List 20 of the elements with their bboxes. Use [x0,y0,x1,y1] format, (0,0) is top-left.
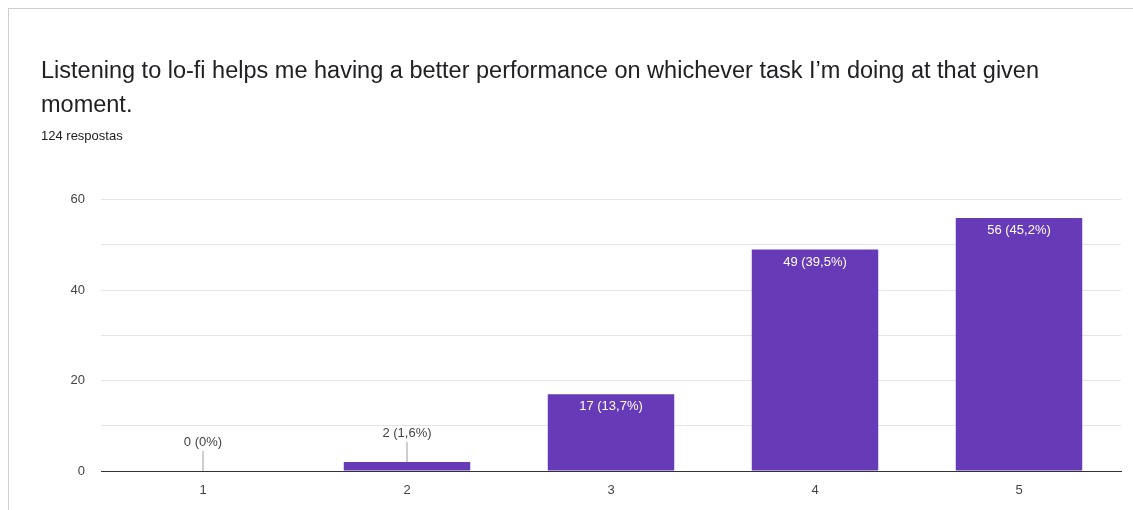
y-tick-label: 20 [70,372,85,388]
data-label: 17 (13,7%) [579,398,643,414]
x-tick-label: 5 [1015,482,1023,498]
y-tick-label: 40 [70,281,85,297]
x-tick-label: 2 [403,482,411,498]
x-tick-label: 3 [607,482,615,498]
data-label: 49 (39,5%) [783,253,847,269]
chart-subtitle: 124 respostas [41,128,123,143]
x-tick-label: 4 [811,482,819,498]
bar [751,249,879,471]
bar [955,217,1083,471]
bar [343,461,471,471]
chart-title: Listening to lo-fi helps me having a better performance on whichever task I’m doing at that given moment. [41,56,1040,119]
bar [547,394,675,471]
data-label: 2 (1,6%) [382,425,432,441]
data-label: 0 (0%) [183,434,223,450]
y-tick-label: 60 [70,191,85,207]
x-tick-label: 1 [199,482,207,498]
y-tick-label: 0 [77,462,85,478]
data-label: 56 (45,2%) [987,221,1051,237]
